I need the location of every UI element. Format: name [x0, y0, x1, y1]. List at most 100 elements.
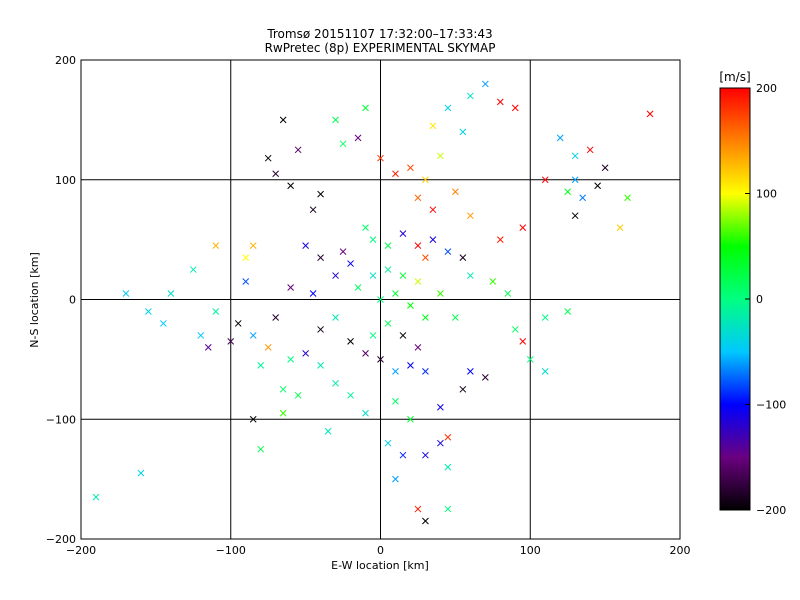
data-point	[414, 344, 422, 351]
data-point	[437, 439, 444, 447]
y-tick-label: 0	[69, 294, 76, 307]
colorbar: [m/s] 200 100 0 −100 −200	[719, 70, 786, 517]
data-point	[384, 439, 392, 447]
data-point	[407, 302, 414, 309]
data-point	[466, 367, 474, 375]
x-axis-ticks: −200 −100 0 100 200	[66, 544, 691, 557]
data-point	[564, 188, 572, 196]
data-point	[392, 290, 399, 297]
data-point	[392, 170, 399, 178]
colorbar-tick-label: −100	[756, 399, 786, 412]
data-point	[399, 332, 407, 339]
data-point	[257, 362, 265, 369]
data-point	[504, 290, 512, 297]
data-point	[452, 314, 459, 321]
data-point	[459, 128, 467, 136]
data-point	[309, 290, 317, 297]
x-tick-label: 0	[377, 544, 384, 557]
data-point	[212, 308, 220, 315]
data-points	[92, 80, 654, 525]
data-point	[616, 224, 624, 232]
data-point	[377, 154, 384, 162]
data-point	[317, 254, 324, 261]
data-point	[452, 188, 459, 196]
data-point	[466, 92, 474, 100]
data-point	[444, 433, 452, 441]
data-point	[414, 242, 422, 249]
data-point	[511, 104, 519, 112]
chart-title-line1: Tromsø 20151107 17:32:00–17:33:43	[266, 27, 492, 41]
data-point	[399, 272, 407, 279]
data-point	[287, 284, 295, 291]
y-tick-label: −200	[46, 533, 76, 546]
data-point	[332, 116, 339, 124]
data-point	[362, 224, 369, 232]
data-point	[279, 409, 287, 417]
colorbar-tick-label: 100	[756, 188, 777, 201]
data-point	[309, 206, 317, 214]
data-point	[272, 314, 280, 321]
data-point	[242, 278, 250, 285]
data-point	[227, 338, 235, 345]
data-point	[422, 451, 429, 459]
data-point	[594, 182, 601, 190]
data-point	[422, 517, 429, 525]
data-point	[429, 122, 437, 130]
data-point	[541, 367, 549, 375]
data-point	[294, 391, 302, 399]
data-point	[586, 146, 594, 154]
data-point	[384, 266, 392, 273]
data-point	[429, 206, 437, 214]
y-tick-label: 100	[55, 174, 76, 187]
data-point	[122, 290, 130, 297]
data-point	[414, 194, 422, 202]
data-point	[564, 308, 572, 315]
data-point	[437, 403, 444, 411]
data-point	[354, 284, 362, 291]
data-point	[481, 373, 489, 381]
data-point	[362, 409, 369, 417]
plot-frame	[80, 59, 681, 540]
data-point	[407, 415, 414, 423]
data-point	[332, 272, 339, 279]
data-point	[92, 493, 100, 501]
data-point	[167, 290, 175, 297]
data-point	[189, 266, 197, 273]
data-point	[302, 350, 309, 357]
data-point	[249, 415, 257, 423]
data-point	[466, 272, 474, 279]
x-tick-label: −200	[66, 544, 96, 557]
data-point	[204, 344, 212, 351]
data-point	[249, 332, 257, 339]
data-point	[444, 248, 452, 255]
data-point	[279, 116, 287, 124]
data-point	[369, 236, 377, 243]
data-point	[249, 242, 257, 249]
data-point	[429, 236, 437, 243]
data-point	[294, 146, 302, 154]
data-point	[414, 505, 422, 513]
data-point	[317, 190, 324, 198]
y-axis-label: N-S location [km]	[28, 252, 41, 348]
data-point	[287, 182, 295, 190]
data-point	[571, 176, 579, 184]
data-point	[392, 475, 399, 483]
data-point	[197, 332, 205, 339]
data-point	[496, 236, 504, 243]
data-point	[272, 170, 280, 178]
data-point	[264, 344, 272, 351]
data-point	[511, 326, 519, 333]
data-point	[392, 397, 399, 405]
data-point	[384, 320, 392, 327]
data-point	[489, 278, 497, 285]
data-point	[264, 154, 272, 162]
data-point	[422, 176, 429, 184]
data-point	[571, 212, 579, 220]
data-point	[624, 194, 631, 202]
data-point	[414, 278, 422, 285]
data-point	[481, 80, 489, 88]
data-point	[541, 176, 549, 184]
data-point	[466, 212, 474, 220]
y-tick-label: 200	[55, 54, 76, 67]
